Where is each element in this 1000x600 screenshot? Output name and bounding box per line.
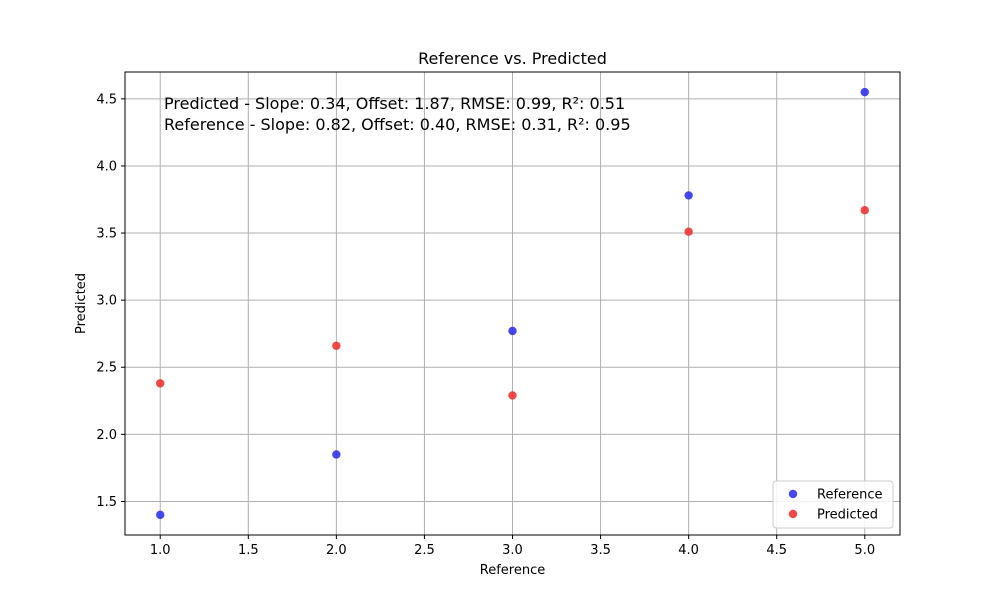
x-tick-label: 2.0 [326, 543, 347, 558]
x-tick-label: 4.0 [678, 543, 699, 558]
data-point-predicted [332, 341, 341, 350]
data-point-reference [332, 450, 341, 459]
x-tick-label: 1.5 [238, 543, 259, 558]
x-tick-label: 4.5 [766, 543, 787, 558]
x-axis-ticks: 1.0 1.5 2.0 2.5 3.0 3.5 4.0 4.5 5.0 [150, 535, 875, 558]
data-point-predicted [684, 227, 693, 236]
legend-marker-predicted [788, 509, 798, 519]
legend-label-reference: Reference [817, 488, 882, 503]
x-tick-label: 3.5 [590, 543, 611, 558]
data-point-predicted [860, 206, 869, 215]
x-tick-label: 2.5 [414, 543, 435, 558]
y-tick-label: 4.5 [96, 92, 117, 107]
x-tick-label: 1.0 [150, 543, 171, 558]
y-tick-label: 3.5 [96, 227, 117, 242]
x-axis-title: Reference [480, 563, 545, 578]
legend-box [772, 480, 894, 529]
y-axis-title: Predicted [74, 273, 89, 334]
y-tick-label: 2.5 [96, 361, 117, 376]
data-point-predicted [156, 379, 165, 388]
y-axis-ticks: 1.5 2.0 2.5 3.0 3.5 4.0 4.5 [96, 92, 125, 510]
data-point-predicted [508, 391, 517, 400]
stats-annotation-predicted: Predicted - Slope: 0.34, Offset: 1.87, R… [164, 94, 625, 113]
data-point-reference [156, 510, 165, 520]
data-point-reference [860, 87, 869, 97]
grid [125, 72, 900, 535]
x-tick-label: 5.0 [854, 543, 875, 558]
legend: Reference Predicted [772, 480, 894, 529]
legend-marker-reference [788, 489, 798, 499]
y-tick-label: 3.0 [96, 294, 117, 309]
y-tick-label: 2.0 [96, 428, 117, 443]
stats-annotation-reference: Reference - Slope: 0.82, Offset: 0.40, R… [164, 115, 631, 134]
legend-label-predicted: Predicted [817, 508, 878, 523]
data-point-reference [684, 191, 693, 200]
data-point-reference [508, 326, 517, 336]
data-points [156, 87, 869, 520]
x-tick-label: 3.0 [502, 543, 523, 558]
chart-title: Reference vs. Predicted [418, 49, 607, 68]
y-tick-label: 1.5 [96, 495, 117, 510]
y-tick-label: 4.0 [96, 159, 117, 174]
